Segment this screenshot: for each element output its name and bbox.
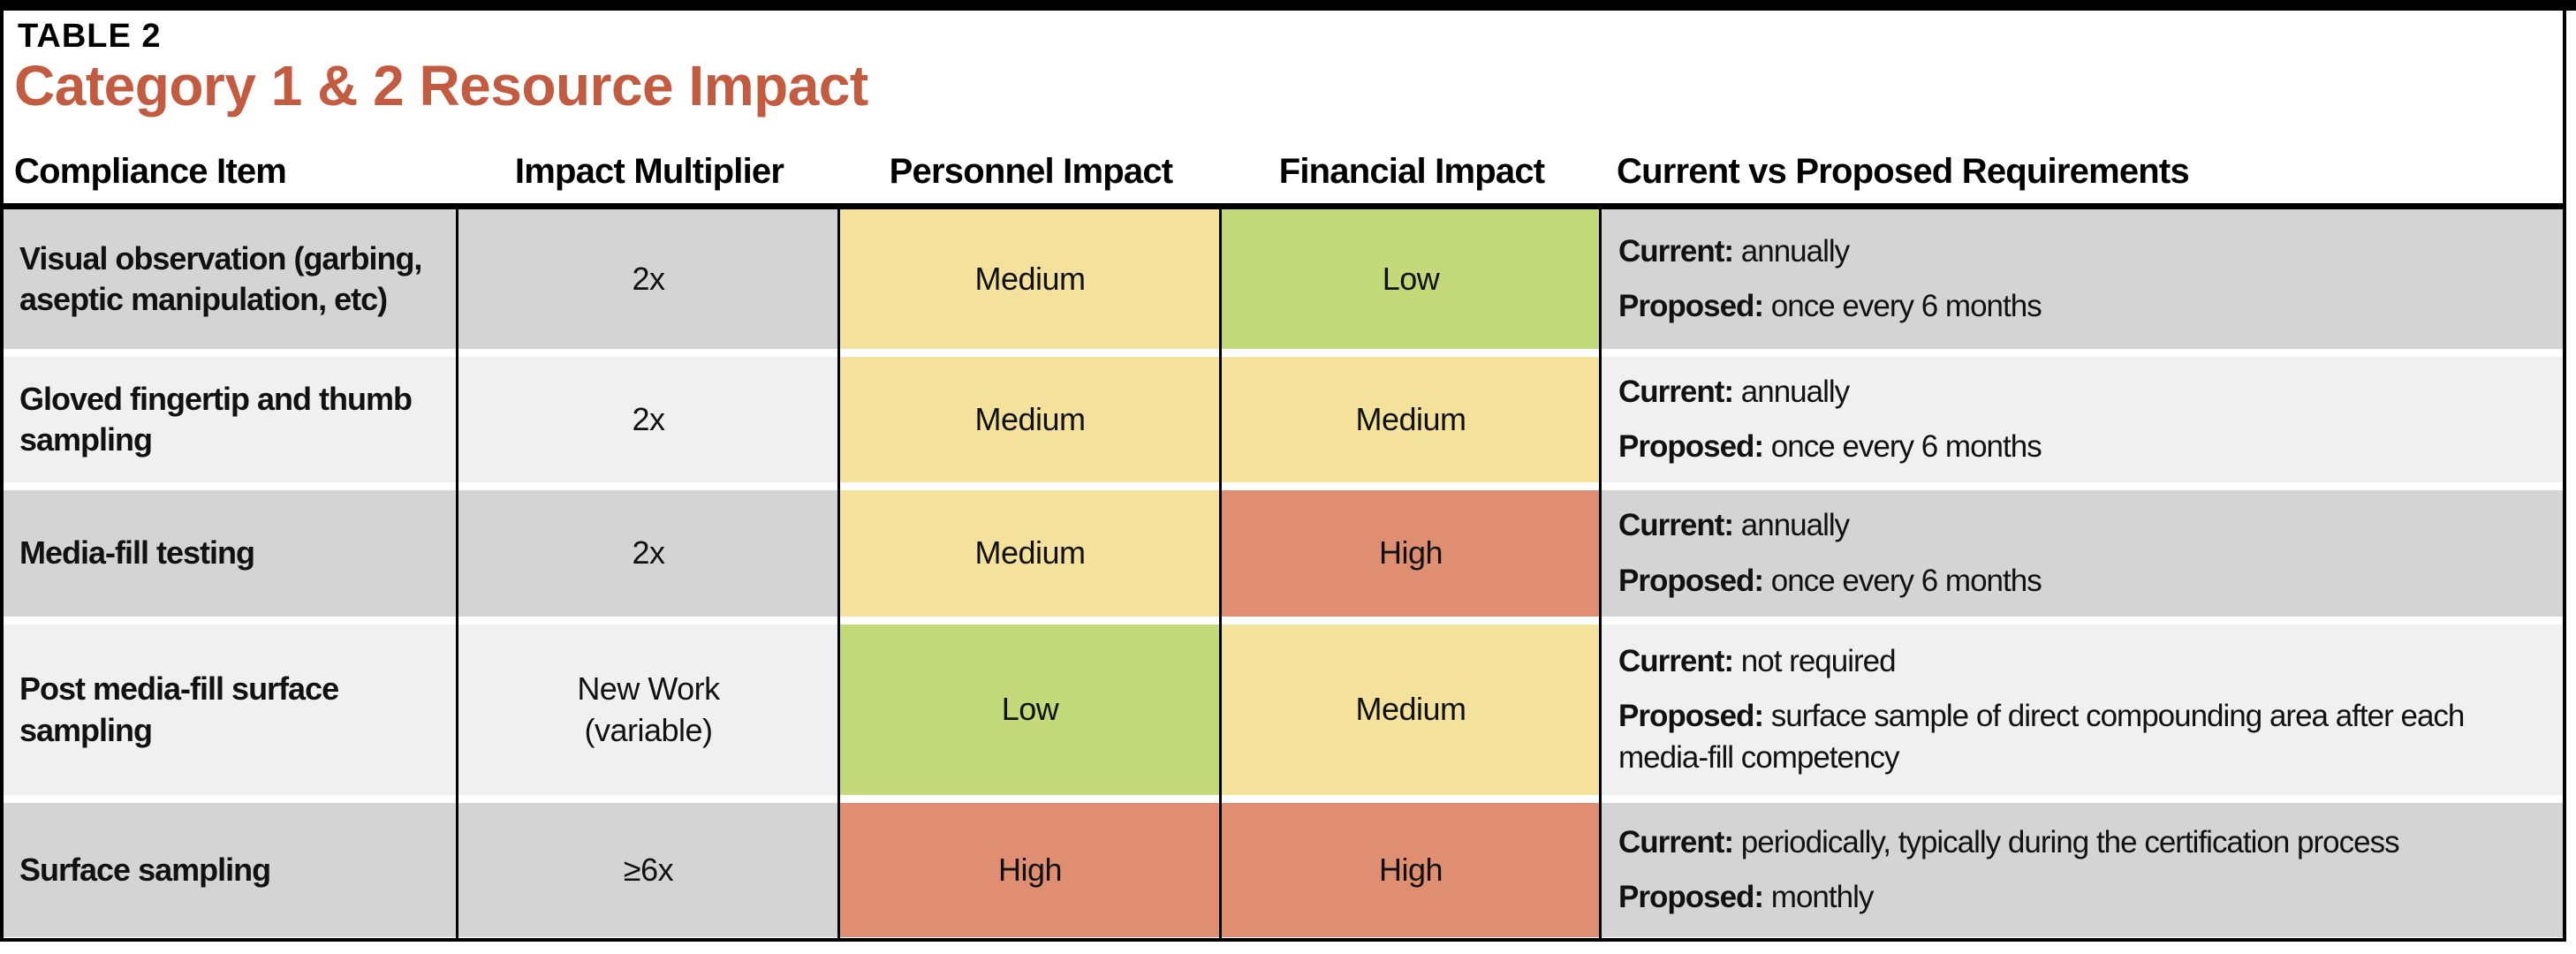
compliance-item-cell: Gloved fingertip and thumb sampling: [4, 357, 458, 482]
column-divider: [456, 209, 458, 938]
financial-impact-level: Medium: [1355, 400, 1466, 437]
financial-impact-cell: High: [1221, 803, 1601, 937]
requirements-cell: Current: annually Proposed: once every 6 …: [1601, 209, 2563, 349]
requirement-line: Current: annually: [1618, 374, 1850, 409]
table-border-right: [2563, 11, 2566, 942]
requirement-line: Proposed: monthly: [1618, 880, 1874, 914]
impact-multiplier-text: 2x: [632, 534, 665, 572]
requirement-line: Current: periodically, typically during …: [1618, 824, 2400, 859]
table-border-bottom: [0, 938, 2566, 942]
impact-multiplier-text: 2x: [632, 260, 665, 297]
column-divider: [837, 209, 840, 938]
impact-multiplier-cell: ≥6x: [458, 803, 839, 937]
financial-impact-level: Low: [1382, 260, 1440, 297]
compliance-item-text: Media-fill testing: [19, 534, 255, 572]
compliance-item-text: Surface sampling: [19, 851, 271, 888]
requirement-line: Proposed: once every 6 months: [1618, 289, 2042, 323]
impact-multiplier-cell: New Work (variable): [458, 625, 839, 795]
column-header-current-vs-proposed: Current vs Proposed Requirements: [1617, 152, 2190, 191]
personnel-impact-cell: Medium: [839, 490, 1221, 617]
column-divider: [1219, 209, 1222, 938]
financial-impact-cell: Low: [1221, 209, 1601, 349]
compliance-item-cell: Visual observation (garbing, aseptic man…: [4, 209, 458, 349]
column-header-compliance-item: Compliance Item: [14, 152, 287, 191]
impact-multiplier-cell: 2x: [458, 209, 839, 349]
column-header-personnel-impact: Personnel Impact: [889, 152, 1173, 191]
financial-impact-cell: Medium: [1221, 625, 1601, 795]
table-border-left: [0, 11, 4, 942]
compliance-item-text: Post media-fill surface sampling: [19, 670, 339, 748]
top-rule: [0, 0, 2576, 11]
compliance-item-text: Gloved fingertip and thumb sampling: [19, 380, 413, 458]
table-title: Category 1 & 2 Resource Impact: [14, 54, 868, 117]
requirement-line: Proposed: once every 6 months: [1618, 563, 2042, 598]
requirement-line: Current: annually: [1618, 233, 1850, 269]
personnel-impact-level: Low: [1001, 691, 1059, 728]
column-divider: [1599, 209, 1602, 938]
compliance-item-text: Visual observation (garbing, aseptic man…: [19, 239, 422, 317]
requirements-cell: Current: annually Proposed: once every 6 …: [1601, 357, 2563, 482]
financial-impact-cell: High: [1221, 490, 1601, 617]
requirements-cell: Current: not required Proposed: surface s…: [1601, 625, 2563, 795]
requirement-line: Proposed: surface sample of direct compo…: [1618, 699, 2465, 775]
column-header-impact-multiplier: Impact Multiplier: [514, 152, 784, 191]
table-number-label: TABLE 2: [18, 18, 162, 55]
financial-impact-level: Medium: [1355, 691, 1466, 728]
personnel-impact-cell: Medium: [839, 209, 1221, 349]
personnel-impact-cell: Medium: [839, 357, 1221, 482]
personnel-impact-cell: Low: [839, 625, 1221, 795]
column-header-financial-impact: Financial Impact: [1278, 152, 1545, 191]
compliance-item-cell: Media-fill testing: [4, 490, 458, 617]
personnel-impact-level: Medium: [974, 260, 1086, 297]
requirements-cell: Current: periodically, typically during …: [1601, 803, 2563, 937]
personnel-impact-level: High: [997, 851, 1063, 888]
impact-multiplier-cell: 2x: [458, 490, 839, 617]
financial-impact-level: High: [1378, 851, 1443, 888]
header-separator-rule: [4, 203, 2563, 209]
financial-impact-cell: Medium: [1221, 357, 1601, 482]
compliance-item-cell: Surface sampling: [4, 803, 458, 937]
impact-multiplier-cell: 2x: [458, 357, 839, 482]
table-body: Visual observation (garbing, aseptic man…: [4, 209, 2563, 937]
requirement-line: Proposed: once every 6 months: [1618, 429, 2042, 464]
personnel-impact-level: Medium: [974, 400, 1086, 437]
requirement-line: Current: not required: [1618, 644, 1897, 679]
personnel-impact-cell: High: [839, 803, 1221, 937]
requirements-cell: Current: annually Proposed: once every 6 …: [1601, 490, 2563, 617]
impact-multiplier-text: ≥6x: [623, 851, 674, 888]
compliance-item-cell: Post media-fill surface sampling: [4, 625, 458, 795]
impact-multiplier-text: 2x: [632, 400, 665, 437]
personnel-impact-level: Medium: [974, 534, 1086, 572]
requirement-line: Current: annually: [1618, 508, 1850, 543]
financial-impact-level: High: [1378, 534, 1443, 572]
impact-multiplier-text: New Work (variable): [577, 670, 720, 748]
